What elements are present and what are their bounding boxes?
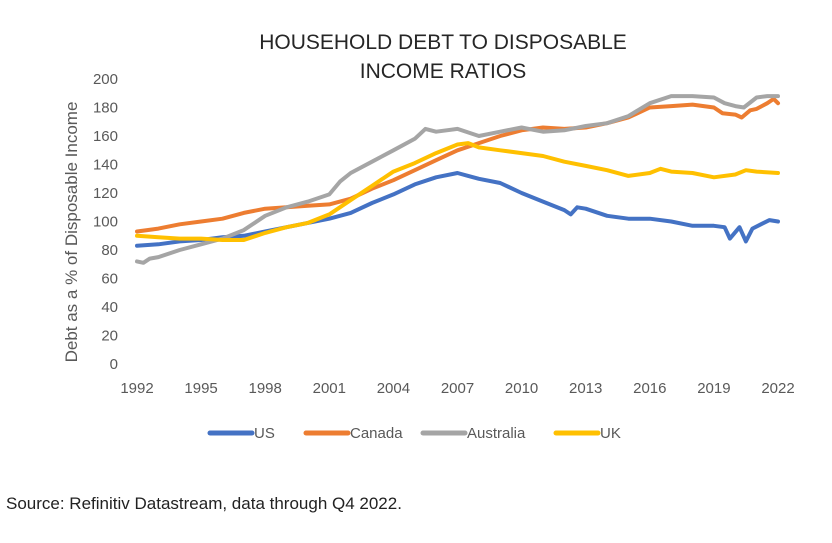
legend-label-us: US <box>254 425 275 442</box>
x-tick-label: 2019 <box>697 380 730 397</box>
x-tick-label: 2013 <box>569 380 602 397</box>
legend: US Canada Australia UK <box>207 425 621 442</box>
y-tick-label: 120 <box>93 185 118 202</box>
legend-label-uk: UK <box>600 425 621 442</box>
y-tick-label: 200 <box>93 71 118 88</box>
series-line-australia <box>135 94 780 265</box>
y-tick-label: 20 <box>101 328 118 345</box>
chart-title-line-2: INCOME RATIOS <box>360 60 526 83</box>
y-axis-ticks: 0 20 40 60 80 100 120 140 160 180 200 <box>93 71 118 373</box>
x-tick-label: 2010 <box>505 380 538 397</box>
line-chart: HOUSEHOLD DEBT TO DISPOSABLE INCOME RATI… <box>62 31 795 442</box>
legend-label-canada: Canada <box>350 425 403 442</box>
y-tick-label: 180 <box>93 100 118 117</box>
x-tick-label: 2001 <box>313 380 346 397</box>
x-tick-label: 2007 <box>441 380 474 397</box>
series-line-uk <box>135 141 780 242</box>
x-tick-label: 2022 <box>761 380 794 397</box>
series-lines <box>135 94 780 265</box>
y-axis-label: Debt as a % of Disposable Income <box>62 102 81 363</box>
x-tick-label: 1992 <box>120 380 153 397</box>
x-tick-label: 1995 <box>184 380 217 397</box>
y-tick-label: 80 <box>101 242 118 259</box>
series-line-canada <box>135 96 780 234</box>
legend-label-australia: Australia <box>467 425 526 442</box>
y-tick-label: 40 <box>101 299 118 316</box>
chart-title-line-1: HOUSEHOLD DEBT TO DISPOSABLE <box>259 31 627 54</box>
y-tick-label: 140 <box>93 157 118 174</box>
y-tick-label: 0 <box>110 356 118 373</box>
x-tick-label: 1998 <box>249 380 282 397</box>
y-tick-label: 160 <box>93 128 118 145</box>
x-axis-ticks: 1992 1995 1998 2001 2004 2007 2010 2013 2016 2019… <box>120 380 794 397</box>
y-tick-label: 60 <box>101 271 118 288</box>
x-tick-label: 2004 <box>377 380 410 397</box>
x-tick-label: 2016 <box>633 380 666 397</box>
source-note: Source: Refinitiv Datastream, data throu… <box>6 494 402 513</box>
y-tick-label: 100 <box>93 214 118 231</box>
